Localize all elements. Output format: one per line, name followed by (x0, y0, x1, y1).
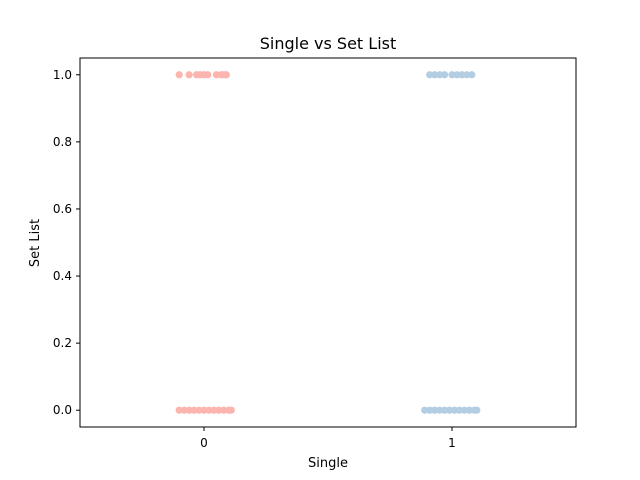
data-point-cat1-12 (436, 406, 444, 414)
data-point-cat0-14 (195, 406, 203, 414)
data-point-cat1-2 (436, 71, 444, 79)
data-point-cat0-15 (200, 406, 208, 414)
data-point-cat1-17 (460, 406, 468, 414)
y-axis-ticks: 0.0 0.2 0.4 0.6 0.8 1.0 (53, 68, 80, 417)
points-layer (175, 71, 481, 414)
data-point-cat1-8 (468, 71, 476, 79)
data-point-cat1-3 (440, 71, 449, 79)
data-point-cat1-5 (453, 71, 461, 79)
plot-area-frame (79, 57, 577, 428)
data-point-cat1-14 (445, 406, 454, 414)
data-point-cat1-11 (431, 406, 439, 414)
y-tick-label-0: 0.0 (53, 403, 72, 417)
data-point-cat0-9 (222, 71, 230, 79)
x-axis-label: Single (308, 456, 348, 471)
data-point-cat1-13 (440, 406, 449, 414)
y-tick-label-5: 1.0 (53, 68, 72, 82)
y-tick-label-4: 0.8 (53, 135, 72, 149)
data-point-cat1-9 (421, 406, 429, 414)
data-point-cat1-4 (448, 71, 456, 79)
data-point-cat0-12 (185, 406, 193, 414)
data-point-cat1-1 (431, 71, 439, 79)
y-tick-label-1: 0.2 (53, 336, 72, 350)
data-point-cat1-16 (455, 406, 464, 414)
data-point-cat1-7 (463, 71, 471, 79)
data-point-cat0-1 (185, 71, 193, 79)
x-tick-label-0: 0 (200, 436, 208, 450)
data-point-cat0-13 (190, 406, 198, 414)
data-point-cat1-15 (450, 406, 459, 414)
data-point-cat0-17 (210, 406, 218, 414)
data-point-cat1-0 (426, 71, 434, 79)
data-point-cat1-6 (458, 71, 466, 79)
data-point-cat0-0 (175, 71, 183, 79)
data-point-cat1-18 (465, 406, 473, 414)
data-point-cat0-11 (180, 406, 188, 414)
data-point-cat0-18 (215, 406, 223, 414)
data-point-cat0-10 (175, 406, 183, 414)
y-tick-label-2: 0.4 (53, 269, 72, 283)
data-point-cat0-21 (227, 406, 235, 414)
chart-title: Single vs Set List (260, 34, 397, 53)
y-tick-label-3: 0.6 (53, 202, 72, 216)
y-axis-label: Set List (28, 219, 43, 267)
x-tick-label-1: 1 (448, 436, 456, 450)
data-point-cat0-16 (205, 406, 213, 414)
data-point-cat0-5 (204, 71, 212, 79)
data-point-cat1-10 (426, 406, 434, 414)
data-point-cat1-20 (473, 406, 481, 414)
data-point-cat0-6 (212, 71, 220, 79)
data-point-cat0-19 (220, 406, 228, 414)
